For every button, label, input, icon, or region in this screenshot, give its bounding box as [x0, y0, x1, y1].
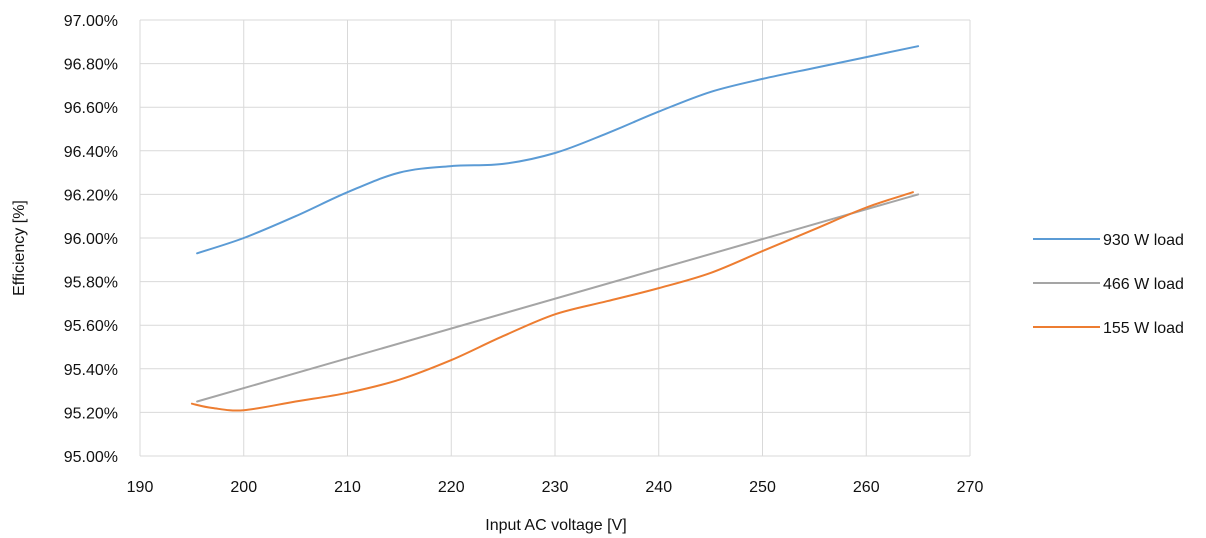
- y-tick-label: 96.00%: [64, 231, 118, 248]
- x-axis-ticks: 190 200 210 220 230 240 250 260 270: [127, 479, 984, 496]
- y-tick-label: 95.40%: [64, 362, 118, 379]
- x-axis-title: Input AC voltage [V]: [485, 517, 626, 534]
- series-line-930-w-load: [196, 45, 920, 255]
- series-line-466-w-load: [196, 193, 920, 403]
- y-tick-label: 95.20%: [64, 405, 118, 422]
- x-tick-label: 230: [542, 479, 569, 496]
- x-tick-label: 220: [438, 479, 465, 496]
- y-tick-label: 95.60%: [64, 318, 118, 335]
- y-tick-label: 96.80%: [64, 57, 118, 74]
- y-tick-label: 96.20%: [64, 187, 118, 204]
- legend: 930 W load 466 W load 155 W load: [1033, 232, 1184, 337]
- series-lines: [190, 45, 920, 412]
- y-tick-label: 96.60%: [64, 100, 118, 117]
- x-tick-label: 190: [127, 479, 154, 496]
- y-axis-ticks: 95.00% 95.20% 95.40% 95.60% 95.80% 96.00% 96.2…: [64, 13, 118, 466]
- x-tick-label: 270: [957, 479, 984, 496]
- x-tick-label: 210: [334, 479, 361, 496]
- y-tick-label: 95.80%: [64, 275, 118, 292]
- x-tick-label: 250: [749, 479, 776, 496]
- x-tick-label: 240: [645, 479, 672, 496]
- y-axis-title: Efficiency [%]: [11, 200, 28, 296]
- series-line-155-w-load: [190, 191, 914, 412]
- legend-label-466-w-load: 466 W load: [1103, 276, 1184, 293]
- y-tick-label: 95.00%: [64, 449, 118, 466]
- y-tick-label: 96.40%: [64, 144, 118, 161]
- legend-label-155-w-load: 155 W load: [1103, 320, 1184, 337]
- legend-label-930-w-load: 930 W load: [1103, 232, 1184, 249]
- y-tick-label: 97.00%: [64, 13, 118, 30]
- x-tick-label: 200: [230, 479, 257, 496]
- x-tick-label: 260: [853, 479, 880, 496]
- grid: [139, 19, 971, 457]
